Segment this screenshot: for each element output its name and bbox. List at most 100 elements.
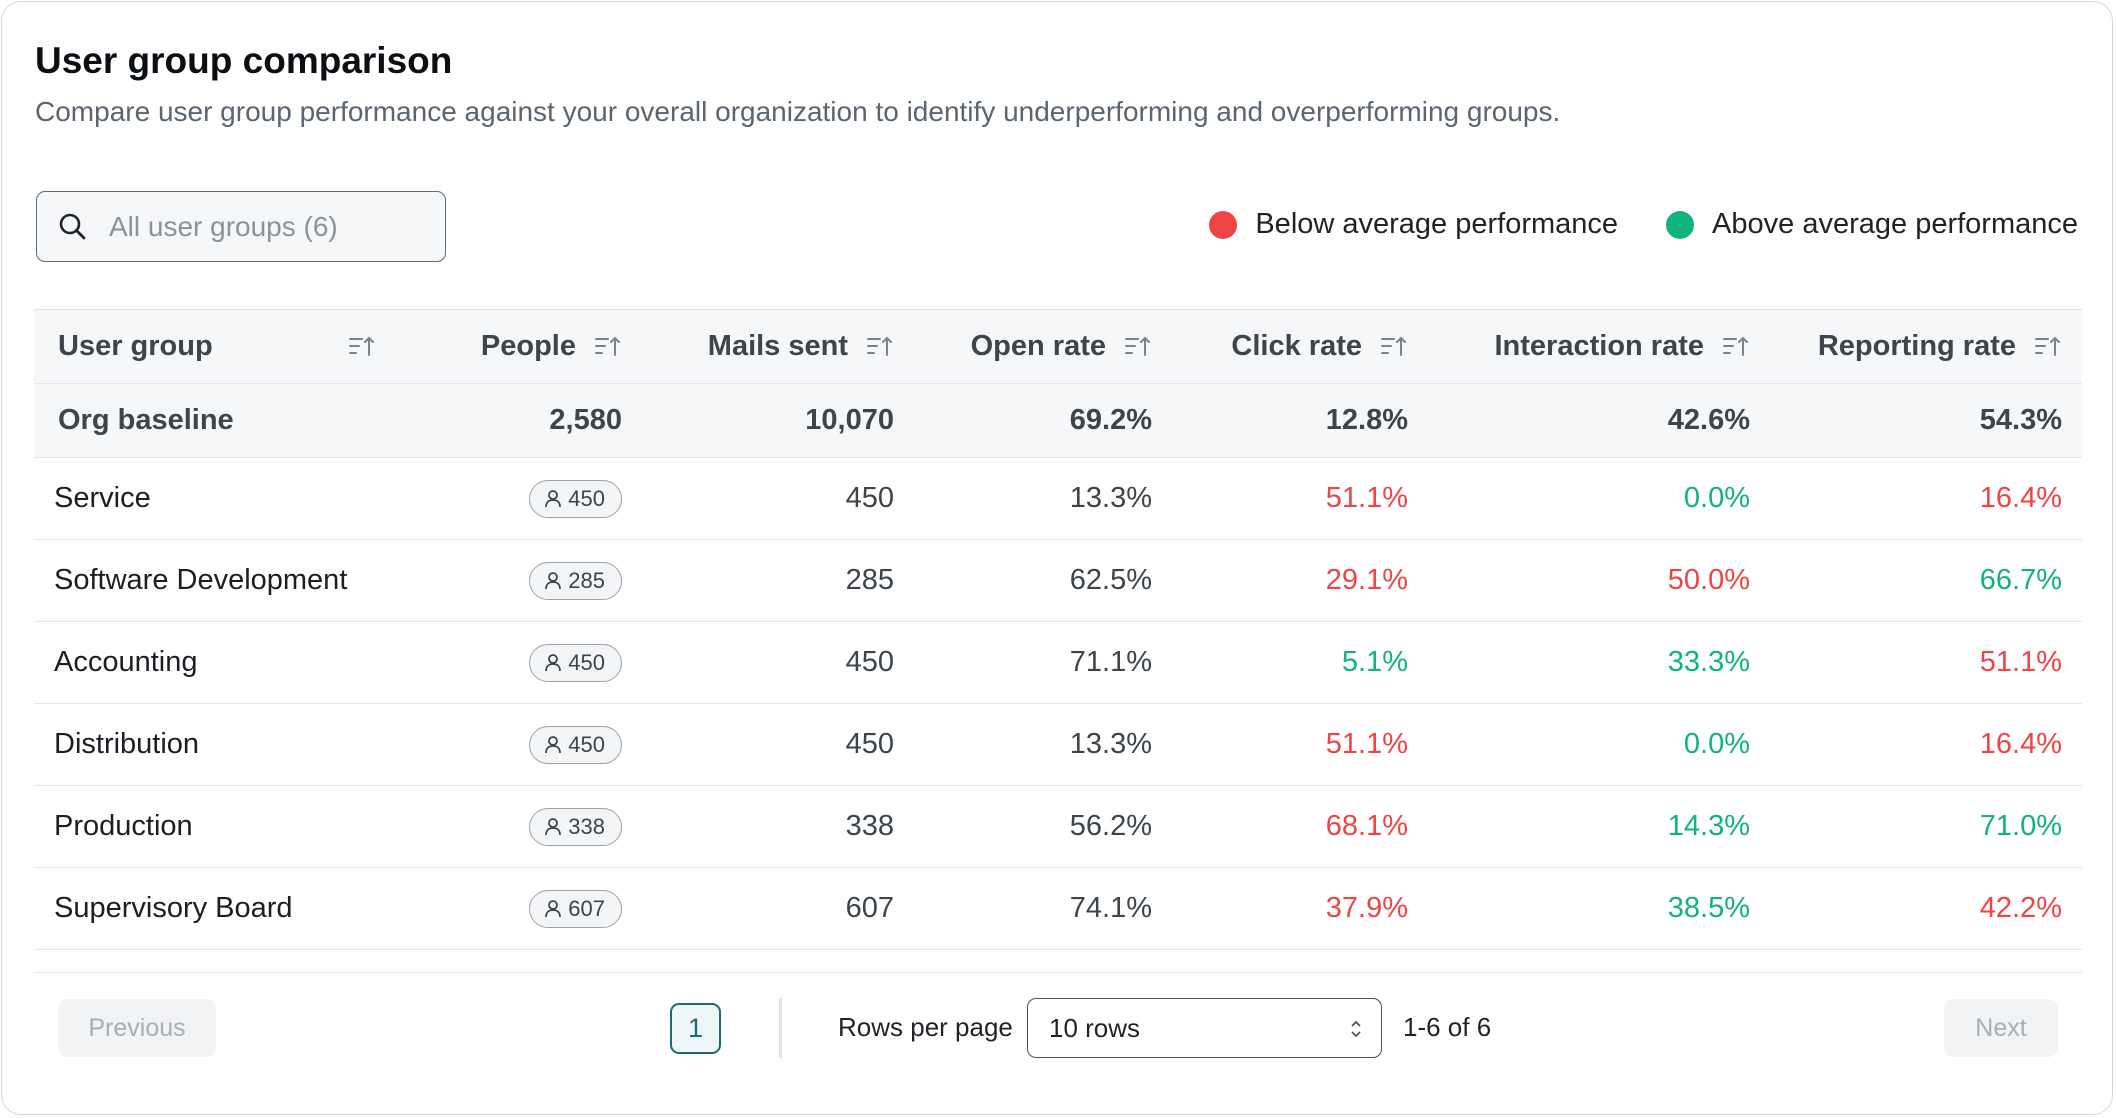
click-rate: 51.1% bbox=[1325, 482, 1408, 514]
column-header-label: People bbox=[480, 330, 576, 362]
baseline-name: Org baseline bbox=[58, 404, 234, 436]
column-header-4[interactable]: Click rate bbox=[1174, 310, 1428, 383]
page-title: User group comparison bbox=[35, 40, 453, 81]
person-icon bbox=[545, 653, 562, 671]
user-group-name: Service bbox=[54, 482, 151, 514]
legend-below-label: Below average performance bbox=[1255, 208, 1619, 240]
rows-per-page-select[interactable]: 10 rows bbox=[1027, 998, 1382, 1058]
table-header: User group People Mails sent Open rate Click… bbox=[34, 310, 2082, 384]
open-rate: 71.1% bbox=[1069, 646, 1152, 678]
next-button[interactable]: Next bbox=[1944, 999, 2058, 1057]
people-count: 450 bbox=[568, 485, 605, 511]
legend-below: Below average performance bbox=[1209, 208, 1618, 241]
legend: Below average performance Above average … bbox=[1161, 208, 2078, 241]
sort-icon[interactable] bbox=[1124, 335, 1152, 359]
sort-icon[interactable] bbox=[2034, 335, 2062, 359]
table-row[interactable]: Accounting 450 450 71.1% 5.1% 33.3% 51.1% bbox=[34, 622, 2082, 704]
user-group-name: Distribution bbox=[54, 728, 200, 760]
column-header-label: Open rate bbox=[970, 330, 1106, 362]
column-header-5[interactable]: Interaction rate bbox=[1428, 310, 1772, 383]
people-badge: 285 bbox=[529, 561, 622, 600]
person-icon bbox=[545, 735, 562, 753]
interaction-rate: 50.0% bbox=[1667, 564, 1750, 596]
column-header-label: Reporting rate bbox=[1817, 330, 2016, 362]
people-badge: 607 bbox=[529, 889, 622, 928]
people-count: 450 bbox=[568, 649, 605, 675]
people-count: 607 bbox=[568, 895, 605, 921]
previous-button[interactable]: Previous bbox=[58, 999, 216, 1057]
sort-icon[interactable] bbox=[1380, 335, 1408, 359]
sort-icon[interactable] bbox=[1722, 335, 1750, 359]
mails-sent: 450 bbox=[845, 728, 894, 760]
reporting-rate: 42.2% bbox=[1979, 892, 2062, 924]
column-header-label: Mails sent bbox=[707, 330, 848, 362]
comparison-table: User group People Mails sent Open rate Click… bbox=[34, 309, 2082, 950]
user-group-name: Production bbox=[54, 810, 193, 842]
baseline-reporting: 54.3% bbox=[1979, 404, 2062, 436]
baseline-mails: 10,070 bbox=[805, 404, 894, 436]
baseline-interaction: 42.6% bbox=[1667, 404, 1750, 436]
open-rate: 13.3% bbox=[1069, 482, 1152, 514]
sort-icon[interactable] bbox=[594, 335, 622, 359]
click-rate: 29.1% bbox=[1325, 564, 1408, 596]
baseline-people: 2,580 bbox=[549, 404, 622, 436]
people-cell: 285 bbox=[398, 540, 646, 621]
interaction-rate: 14.3% bbox=[1667, 810, 1750, 842]
reporting-rate: 16.4% bbox=[1979, 482, 2062, 514]
column-header-6[interactable]: Reporting rate bbox=[1772, 310, 2082, 383]
person-icon bbox=[545, 571, 562, 589]
rows-per-page-value: 10 rows bbox=[1049, 1012, 1141, 1043]
person-icon bbox=[545, 489, 562, 507]
table-row[interactable]: Software Development 285 285 62.5% 29.1% 50.0… bbox=[34, 540, 2082, 622]
pagination-range: 1-6 of 6 bbox=[1403, 1012, 1492, 1042]
mails-sent: 285 bbox=[845, 564, 894, 596]
column-header-2[interactable]: Mails sent bbox=[646, 310, 914, 383]
below-average-dot bbox=[1209, 210, 1238, 239]
people-cell: 450 bbox=[398, 704, 646, 785]
user-group-name: Accounting bbox=[54, 646, 198, 678]
column-header-3[interactable]: Open rate bbox=[914, 310, 1174, 383]
click-rate: 51.1% bbox=[1325, 728, 1408, 760]
reporting-rate: 66.7% bbox=[1979, 564, 2062, 596]
baseline-open: 69.2% bbox=[1069, 404, 1152, 436]
mails-sent: 338 bbox=[845, 810, 894, 842]
reporting-rate: 71.0% bbox=[1979, 810, 2062, 842]
open-rate: 13.3% bbox=[1069, 728, 1152, 760]
page-subtitle: Compare user group performance against y… bbox=[35, 96, 1561, 127]
column-header-label: Interaction rate bbox=[1494, 330, 1705, 362]
open-rate: 74.1% bbox=[1069, 892, 1152, 924]
sort-icon[interactable] bbox=[866, 335, 894, 359]
people-cell: 450 bbox=[398, 458, 646, 539]
reporting-rate: 16.4% bbox=[1979, 728, 2062, 760]
legend-above: Above average performance bbox=[1666, 208, 2078, 241]
person-icon bbox=[545, 817, 562, 835]
chevron-up-down-icon bbox=[1351, 1020, 1361, 1038]
table-row[interactable]: Distribution 450 450 13.3% 51.1% 0.0% 16.4% bbox=[34, 704, 2082, 786]
mails-sent: 607 bbox=[845, 892, 894, 924]
person-icon bbox=[545, 899, 562, 917]
table-row[interactable]: Supervisory Board 607 607 74.1% 37.9% 38.5% 42… bbox=[34, 868, 2082, 950]
people-badge: 450 bbox=[529, 643, 622, 682]
sort-icon[interactable] bbox=[348, 335, 376, 359]
page-1-button[interactable]: 1 bbox=[670, 1003, 721, 1054]
open-rate: 62.5% bbox=[1069, 564, 1152, 596]
table-row[interactable]: Production 338 338 56.2% 68.1% 14.3% 71.0% bbox=[34, 786, 2082, 868]
search-box[interactable] bbox=[36, 191, 446, 262]
user-group-name: Software Development bbox=[54, 564, 348, 596]
above-average-dot bbox=[1666, 210, 1695, 239]
column-header-1[interactable]: People bbox=[398, 310, 646, 383]
column-header-label: Click rate bbox=[1231, 330, 1362, 362]
column-header-0[interactable]: User group bbox=[34, 310, 398, 383]
reporting-rate: 51.1% bbox=[1979, 646, 2062, 678]
people-count: 450 bbox=[568, 731, 605, 757]
people-cell: 607 bbox=[398, 868, 646, 949]
people-cell: 450 bbox=[398, 622, 646, 703]
people-badge: 450 bbox=[529, 479, 622, 518]
table-row[interactable]: Service 450 450 13.3% 51.1% 0.0% 16.4% bbox=[34, 458, 2082, 540]
baseline-row: Org baseline 2,580 10,070 69.2% 12.8% 42… bbox=[34, 384, 2082, 458]
legend-above-label: Above average performance bbox=[1712, 208, 2078, 240]
people-badge: 338 bbox=[529, 807, 622, 846]
search-input[interactable] bbox=[107, 204, 431, 250]
click-rate: 68.1% bbox=[1325, 810, 1408, 842]
people-count: 338 bbox=[568, 813, 605, 839]
